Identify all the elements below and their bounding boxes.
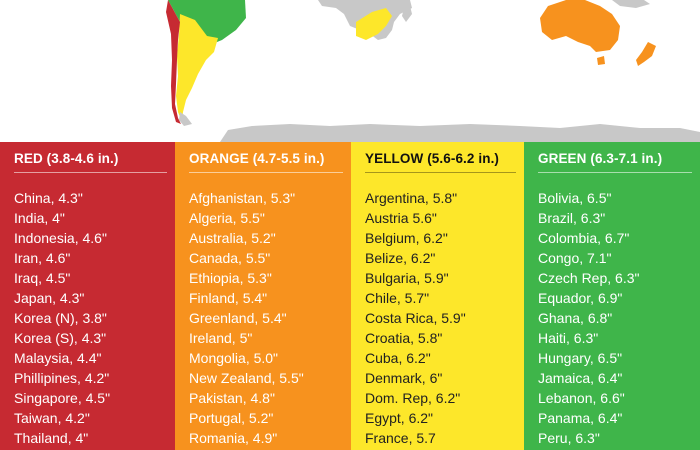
map-madagascar [402, 6, 412, 22]
country-entry: France, 5.7 [365, 430, 436, 446]
map-south-america-yellow [176, 14, 218, 122]
country-entry: Ireland, 5" [189, 330, 253, 346]
country-entry: Argentina, 5.8" [365, 190, 458, 206]
country-entry: Panama, 6.4" [538, 410, 623, 426]
column-red: RED (3.8-4.6 in.) China, 4.3" India, 4" In… [0, 142, 175, 450]
country-entry: Bolivia, 6.5" [538, 190, 612, 206]
country-entry: Colombia, 6.7" [538, 230, 630, 246]
country-entry: Indonesia, 4.6" [14, 230, 107, 246]
column-green: GREEN (6.3-7.1 in.) Bolivia, 6.5" Brazil,… [524, 142, 700, 450]
country-entry: Australia, 5.2" [189, 230, 276, 246]
header-divider [189, 172, 343, 173]
map-south-america-edge [166, 0, 181, 124]
country-entry: Taiwan, 4.2" [14, 410, 90, 426]
world-map [0, 0, 700, 142]
country-list-green: Bolivia, 6.5" Brazil, 6.3" Colombia, 6.7" C… [538, 188, 700, 450]
country-entry: Algeria, 5.5" [189, 210, 265, 226]
country-entry: Finland, 5.4" [189, 290, 268, 306]
country-entry: New Zealand, 5.5" [189, 370, 304, 386]
country-list-red: China, 4.3" India, 4" Indonesia, 4.6" Iran,… [14, 188, 175, 450]
country-entry: Lebanon, 6.6" [538, 390, 625, 406]
country-list-orange: Afghanistan, 5.3" Algeria, 5.5" Australia,… [189, 188, 351, 450]
header-divider [14, 172, 167, 173]
map-papua [612, 0, 650, 8]
country-entry: China, 4.3" [14, 190, 83, 206]
map-south-america-green [168, 0, 246, 44]
country-entry: Bulgaria, 5.9" [365, 270, 449, 286]
country-list-yellow: Argentina, 5.8" Austria 5.6" Belgium, 6.2"… [365, 188, 524, 450]
country-entry: Ethiopia, 5.3" [189, 270, 272, 286]
country-entry: Croatia, 5.8" [365, 330, 443, 346]
country-entry: Chile, 5.7" [365, 290, 430, 306]
country-entry: Malaysia, 4.4" [14, 350, 102, 366]
country-entry: Greenland, 5.4" [189, 310, 287, 326]
country-entry: Phillipines, 4.2" [14, 370, 110, 386]
country-entry: Egypt, 6.2" [365, 410, 434, 426]
column-header-yellow: YELLOW (5.6-6.2 in.) [365, 151, 500, 166]
country-entry: Peru, 6.3" [538, 430, 600, 446]
world-map-svg [166, 0, 700, 142]
country-entry: Costa Rica, 5.9" [365, 310, 466, 326]
country-entry: Haiti, 6.3" [538, 330, 599, 346]
country-entry: Japan, 4.3" [14, 290, 85, 306]
map-new-zealand [636, 42, 656, 66]
country-entry: Austria 5.6" [365, 210, 437, 226]
country-entry: Czech Rep, 6.3" [538, 270, 640, 286]
country-entry: Congo, 7.1" [538, 250, 612, 266]
country-entry: Iraq, 4.5" [14, 270, 71, 286]
country-entry: Canada, 5.5" [189, 250, 271, 266]
country-entry: Pakistan, 4.8" [189, 390, 275, 406]
country-entry: Dom. Rep, 6.2" [365, 390, 461, 406]
legend-columns: RED (3.8-4.6 in.) China, 4.3" India, 4" In… [0, 142, 700, 450]
country-entry: Belize, 6.2" [365, 250, 436, 266]
header-divider [538, 172, 692, 173]
country-entry: Romania, 4.9" [189, 430, 278, 446]
column-orange: ORANGE (4.7-5.5 in.) Afghanistan, 5.3" Al… [175, 142, 351, 450]
country-entry: Belgium, 6.2" [365, 230, 448, 246]
country-entry: Thailand, 4" [14, 430, 89, 446]
header-divider [365, 172, 516, 173]
country-entry: Iran, 4.6" [14, 250, 71, 266]
country-entry: Brazil, 6.3" [538, 210, 606, 226]
map-tasmania [597, 56, 605, 65]
map-south-america-tip [179, 112, 192, 126]
country-entry: Korea (N), 3.8" [14, 310, 107, 326]
column-header-orange: ORANGE (4.7-5.5 in.) [189, 151, 325, 166]
column-header-green: GREEN (6.3-7.1 in.) [538, 151, 663, 166]
country-entry: Cuba, 6.2" [365, 350, 431, 366]
country-entry: Ghana, 6.8" [538, 310, 613, 326]
country-entry: Hungary, 6.5" [538, 350, 623, 366]
country-entry: India, 4" [14, 210, 65, 226]
country-entry: Afghanistan, 5.3" [189, 190, 296, 206]
country-entry: Jamaica, 6.4" [538, 370, 623, 386]
country-entry: Denmark, 6" [365, 370, 443, 386]
column-yellow: YELLOW (5.6-6.2 in.) Argentina, 5.8" Aust… [351, 142, 524, 450]
column-header-red: RED (3.8-4.6 in.) [14, 151, 119, 166]
country-entry: Singapore, 4.5" [14, 390, 111, 406]
country-entry: Mongolia, 5.0" [189, 350, 279, 366]
map-australia [540, 0, 620, 52]
country-entry: Korea (S), 4.3" [14, 330, 107, 346]
country-entry: Portugal, 5.2" [189, 410, 274, 426]
map-africa-yellow [356, 8, 392, 40]
map-antarctica [220, 124, 700, 142]
country-entry: Equador, 6.9" [538, 290, 623, 306]
